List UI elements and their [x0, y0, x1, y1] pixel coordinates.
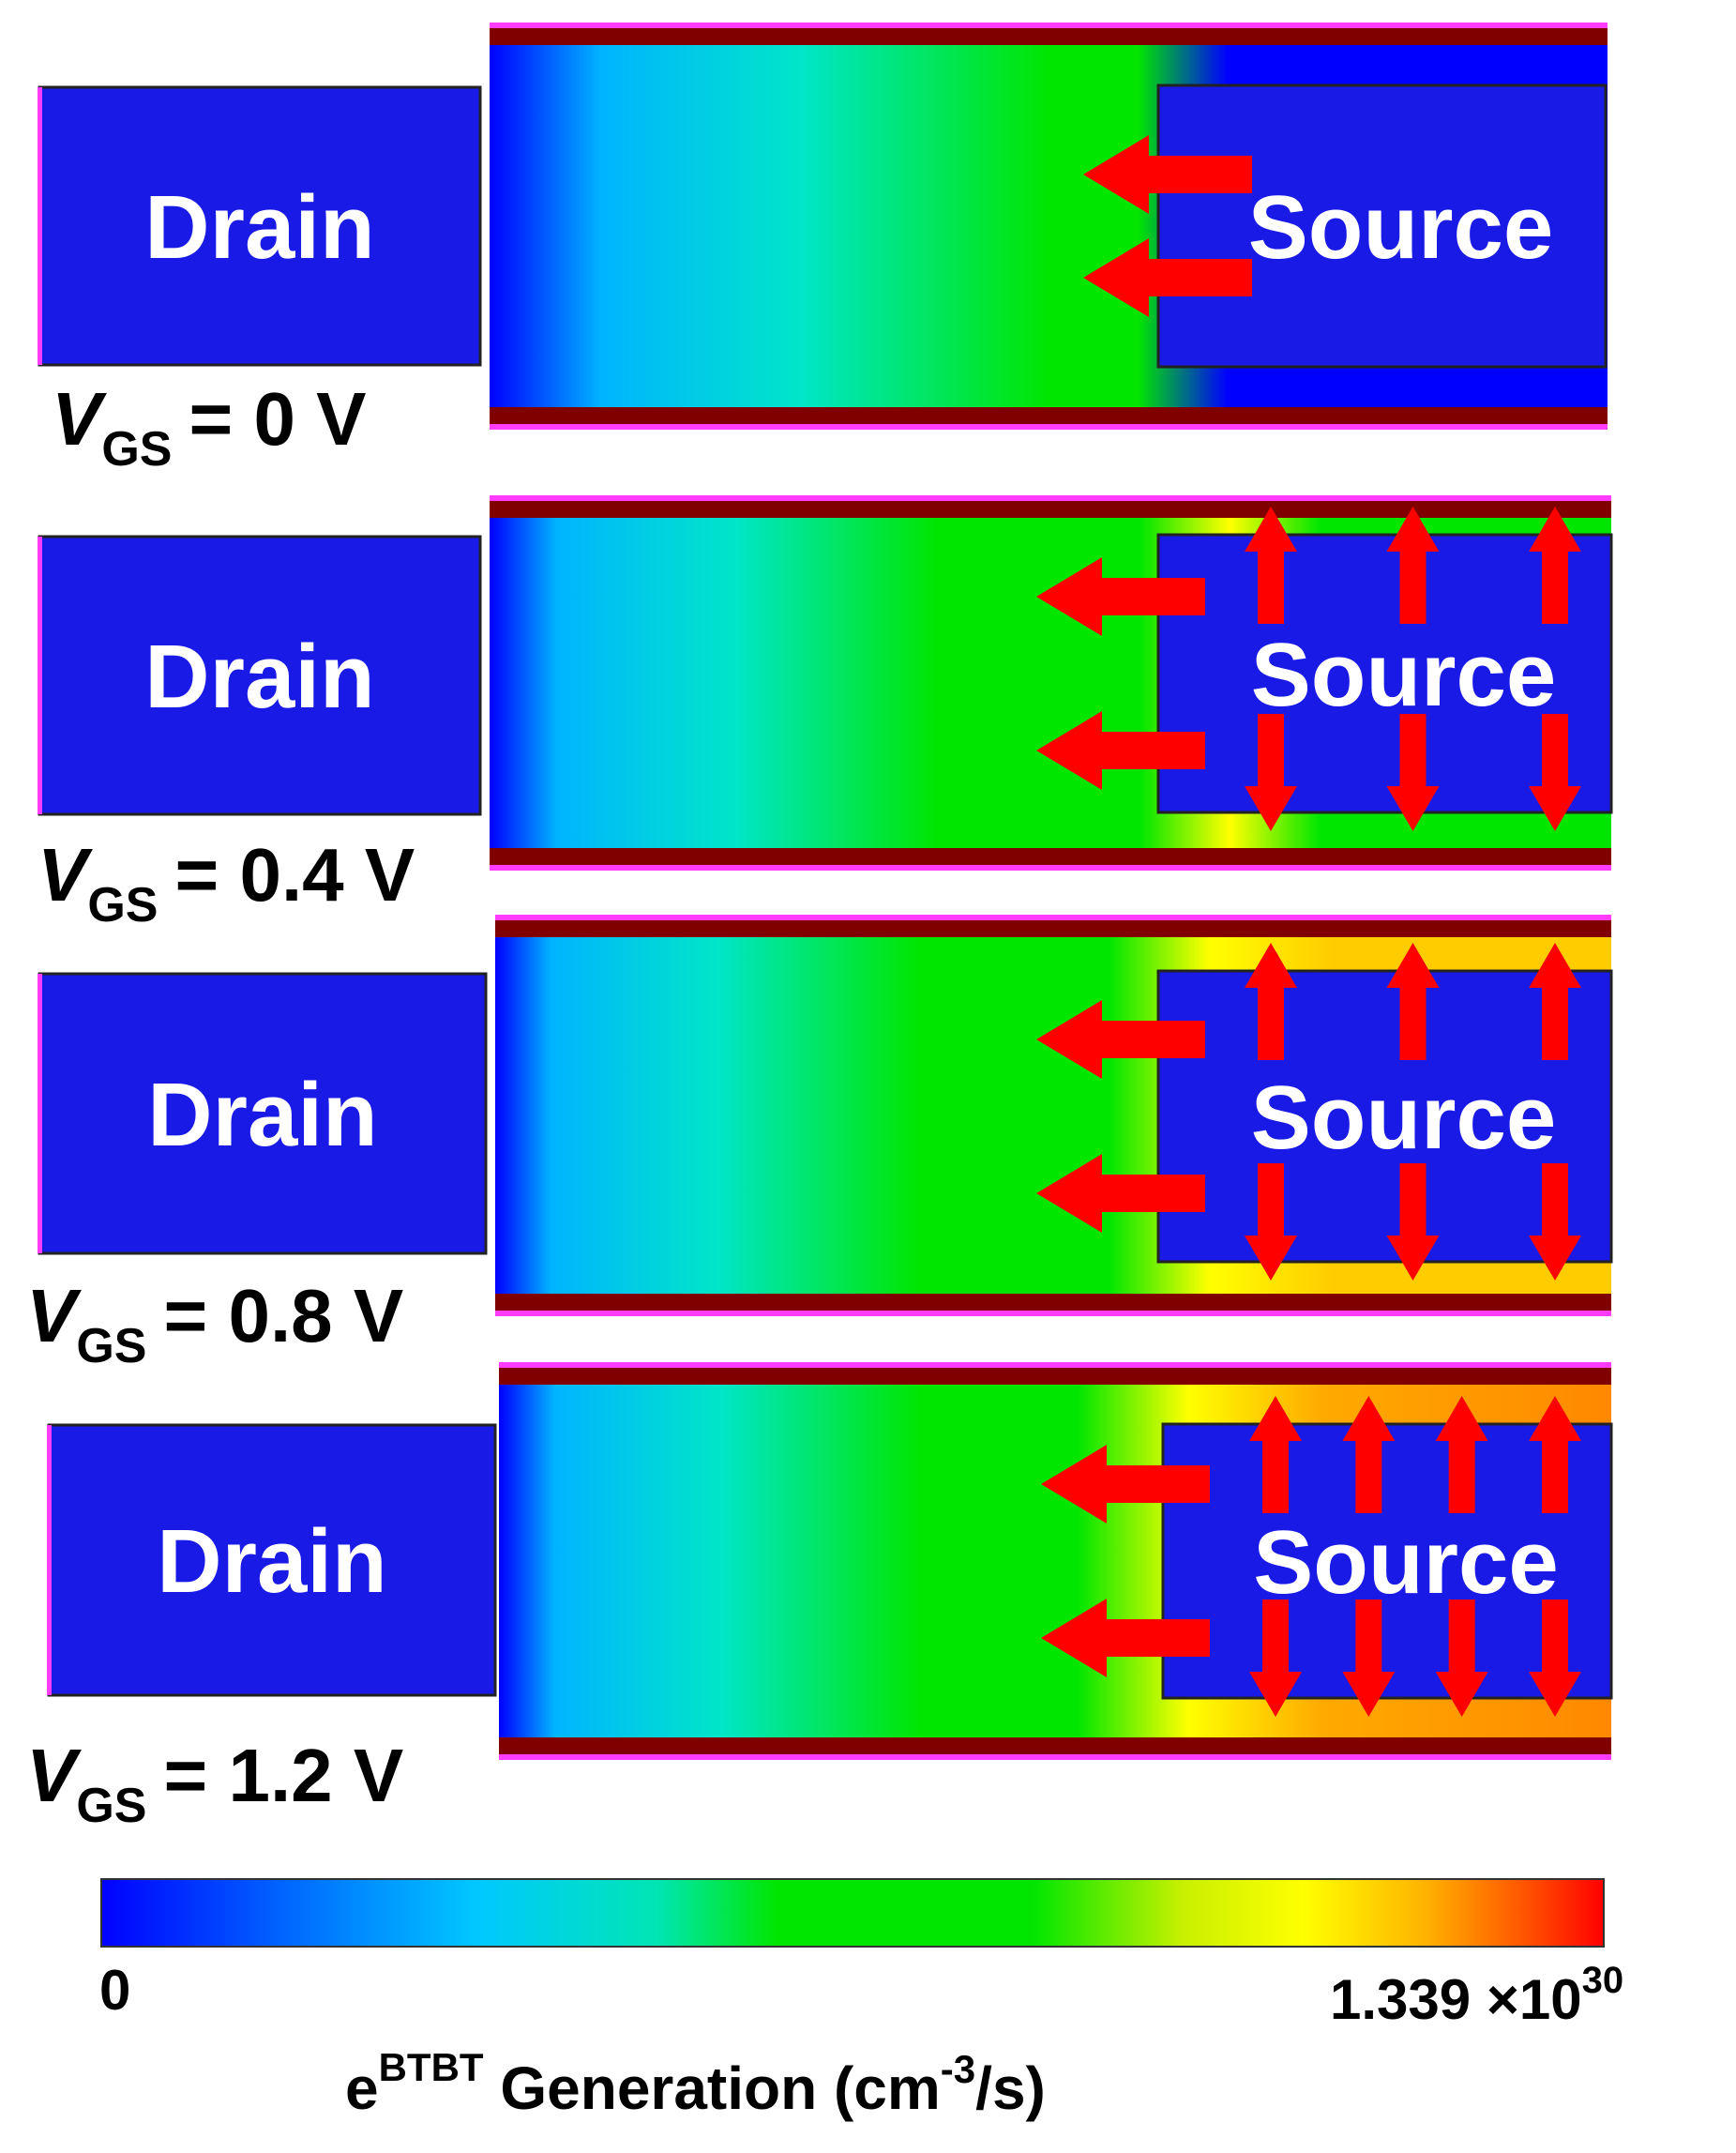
up-arrow: [1435, 1396, 1488, 1513]
down-arrow: [1245, 714, 1297, 831]
top-oxide: [495, 920, 1611, 937]
left-arrow: [1083, 135, 1252, 214]
colorbar: 0 1.339 ×1030 eBTBT Generation (cm-3/s): [99, 1878, 1623, 2122]
drain-edge: [38, 537, 42, 814]
drain-edge: [47, 1425, 52, 1695]
vgs-label: VGS = 0.8 V: [26, 1274, 403, 1373]
left-arrow: [1036, 1000, 1205, 1079]
down-arrow: [1529, 1163, 1581, 1281]
down-arrow: [1342, 1600, 1396, 1717]
colorbar-title: eBTBT Generation (cm-3/s): [345, 2045, 1046, 2122]
drain-label: Drain: [144, 177, 374, 278]
up-arrow: [1529, 507, 1581, 624]
bottom-oxide: [495, 1294, 1611, 1311]
drain-label: Drain: [147, 1065, 377, 1165]
vgs-label: VGS = 1.2 V: [26, 1734, 403, 1833]
down-arrow: [1435, 1600, 1488, 1717]
up-arrow: [1386, 943, 1440, 1060]
drain-region: [38, 85, 482, 367]
drain-region: [38, 535, 482, 816]
source-region: [1161, 1422, 1613, 1700]
source-region: [1156, 969, 1613, 1264]
left-arrow: [1041, 1445, 1210, 1524]
source-label: Source: [1251, 1068, 1556, 1168]
drain-label: Drain: [157, 1511, 386, 1612]
vgs-label: VGS = 0.4 V: [38, 833, 415, 932]
source-region: [1156, 83, 1608, 369]
left-arrow: [1041, 1599, 1210, 1677]
drain-region: [38, 972, 488, 1255]
down-arrow: [1529, 1600, 1581, 1717]
up-arrow: [1245, 507, 1297, 624]
colorbar-min-label: 0: [99, 1959, 130, 2022]
up-arrow: [1245, 943, 1297, 1060]
bottom-oxide: [490, 848, 1611, 865]
down-arrow: [1386, 1163, 1440, 1281]
bottom-oxide: [499, 1737, 1611, 1754]
down-arrow: [1529, 714, 1581, 831]
device-panel: Drain Source VGS = 0 V: [38, 23, 1608, 477]
up-arrow: [1342, 1396, 1396, 1513]
device-panel: Drain Source VGS = 0.8 V: [26, 915, 1613, 1373]
up-arrow: [1529, 943, 1581, 1060]
colorbar-max-label: 1.339 ×1030: [1330, 1960, 1623, 2031]
vgs-label: VGS = 0 V: [52, 377, 367, 477]
drain-label: Drain: [144, 627, 374, 727]
left-arrow: [1036, 1154, 1205, 1233]
source-label: Source: [1251, 625, 1556, 725]
device-panel: Drain Source VGS = 0.4 V: [38, 495, 1613, 932]
top-oxide: [490, 501, 1611, 518]
colorbar-gradient: [100, 1878, 1605, 1948]
drain-edge: [38, 974, 42, 1253]
device-panel: Drain Source VGS = 1.2 V: [26, 1362, 1613, 1833]
left-arrow: [1083, 238, 1252, 317]
left-arrow: [1036, 711, 1205, 790]
up-arrow: [1386, 507, 1440, 624]
left-arrow: [1036, 557, 1205, 636]
down-arrow: [1245, 1163, 1297, 1281]
down-arrow: [1386, 714, 1440, 831]
bottom-oxide: [490, 407, 1608, 424]
top-oxide: [499, 1368, 1611, 1385]
source-region: [1156, 533, 1613, 814]
drain-region: [47, 1423, 497, 1697]
up-arrow: [1529, 1396, 1581, 1513]
up-arrow: [1249, 1396, 1302, 1513]
source-label: Source: [1253, 1512, 1558, 1613]
drain-edge: [38, 87, 42, 365]
top-oxide: [490, 28, 1608, 45]
source-label: Source: [1248, 177, 1553, 278]
down-arrow: [1249, 1600, 1302, 1717]
